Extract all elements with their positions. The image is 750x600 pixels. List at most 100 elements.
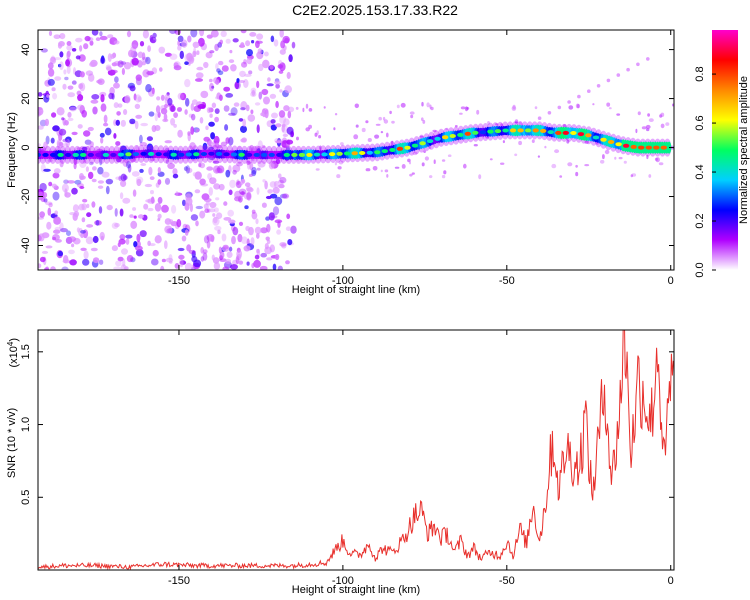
noise-speckle <box>108 92 114 100</box>
faint-speckle <box>295 106 299 110</box>
noise-speckle <box>213 262 221 270</box>
noise-speckle <box>216 212 223 219</box>
noise-speckle <box>51 183 57 188</box>
noise-speckle <box>97 185 104 189</box>
noise-speckle <box>115 119 121 126</box>
noise-speckle <box>41 250 49 254</box>
noise-speckle <box>250 237 255 246</box>
branch-speckle <box>626 67 630 72</box>
noise-speckle <box>203 136 210 142</box>
noise-speckle <box>157 179 162 185</box>
noise-speckle <box>81 146 88 151</box>
faint-speckle <box>396 104 400 109</box>
y-tick-label: 1.0 <box>20 417 32 432</box>
x-tick-label: -150 <box>168 275 190 287</box>
noise-speckle <box>186 244 192 252</box>
noise-speckle <box>92 235 99 244</box>
noise-speckle <box>66 65 71 74</box>
noise-speckle <box>184 109 188 115</box>
faint-speckle <box>384 169 389 173</box>
faint-speckle <box>566 139 570 144</box>
noise-speckle <box>149 157 156 162</box>
noise-speckle <box>289 131 294 138</box>
faint-speckle <box>308 108 313 112</box>
noise-speckle <box>199 210 206 219</box>
noise-speckle <box>145 56 151 65</box>
noise-speckle <box>287 106 295 113</box>
noise-speckle <box>230 264 238 270</box>
ridge-core <box>65 152 72 157</box>
noise-speckle <box>161 258 166 263</box>
noise-speckle <box>58 63 62 68</box>
noise-speckle <box>86 203 90 209</box>
noise-speckle <box>85 236 94 245</box>
noise-speckle <box>174 263 180 269</box>
noise-speckle <box>59 61 64 71</box>
noise-speckle <box>50 137 55 144</box>
noise-speckle <box>262 59 270 69</box>
branch-speckle <box>616 73 621 77</box>
noise-speckle <box>91 30 99 36</box>
y-tick-label: 20 <box>20 92 32 104</box>
ridge-core <box>178 152 185 157</box>
noise-speckle <box>111 69 118 74</box>
faint-speckle <box>386 132 389 138</box>
noise-speckle <box>274 219 283 224</box>
noise-speckle <box>253 259 261 268</box>
noise-speckle <box>109 40 113 45</box>
noise-speckle <box>184 53 192 62</box>
faint-speckle <box>518 140 522 146</box>
noise-speckle <box>251 209 256 214</box>
colorbar-label: Normalized spectral amplitude <box>738 76 750 224</box>
ridge-core <box>87 152 95 157</box>
noise-speckle <box>43 141 48 150</box>
noise-speckle <box>206 240 211 249</box>
noise-speckle <box>74 179 82 185</box>
noise-speckle <box>193 259 202 268</box>
faint-speckle <box>567 162 573 167</box>
x-tick-label: -100 <box>332 275 354 287</box>
branch-speckle <box>577 94 581 99</box>
noise-speckle <box>85 70 94 76</box>
noise-speckle <box>135 114 143 119</box>
noise-speckle <box>136 233 141 243</box>
noise-speckle <box>267 77 271 82</box>
colorbar-tick-label: 0.4 <box>694 164 706 179</box>
noise-speckle <box>213 207 219 213</box>
colorbar-tick-label: 0.2 <box>694 213 706 228</box>
noise-speckle <box>171 204 177 214</box>
noise-speckle <box>189 203 193 213</box>
noise-speckle <box>246 191 252 201</box>
noise-speckle <box>115 141 121 146</box>
faint-speckle <box>658 162 664 166</box>
faint-speckle <box>340 142 344 146</box>
faint-speckle <box>575 164 578 168</box>
noise-speckle <box>246 57 253 65</box>
noise-speckle <box>189 142 196 150</box>
noise-speckle <box>284 85 293 94</box>
noise-speckle <box>140 122 148 127</box>
noise-speckle <box>157 196 163 204</box>
ridge-core <box>622 143 630 148</box>
noise-speckle <box>195 128 200 133</box>
noise-speckle <box>78 203 85 211</box>
faint-speckle <box>421 101 424 107</box>
noise-speckle <box>282 123 286 128</box>
noise-speckle <box>184 229 189 236</box>
noise-speckle <box>117 242 121 248</box>
noise-speckle <box>242 118 246 127</box>
noise-speckle <box>263 96 270 105</box>
faint-speckle <box>383 119 389 124</box>
noise-speckle <box>110 53 115 60</box>
noise-speckle <box>195 220 199 227</box>
noise-speckle <box>161 204 169 213</box>
faint-speckle <box>421 117 424 121</box>
noise-speckle <box>188 55 195 64</box>
faint-speckle <box>318 135 322 139</box>
faint-speckle <box>648 174 652 178</box>
faint-speckle <box>500 123 503 127</box>
heatmap-x-axis: -150 -100 -50 0 <box>168 30 674 287</box>
faint-speckle <box>433 159 436 164</box>
noise-speckle <box>209 177 217 185</box>
noise-speckle <box>140 163 147 166</box>
